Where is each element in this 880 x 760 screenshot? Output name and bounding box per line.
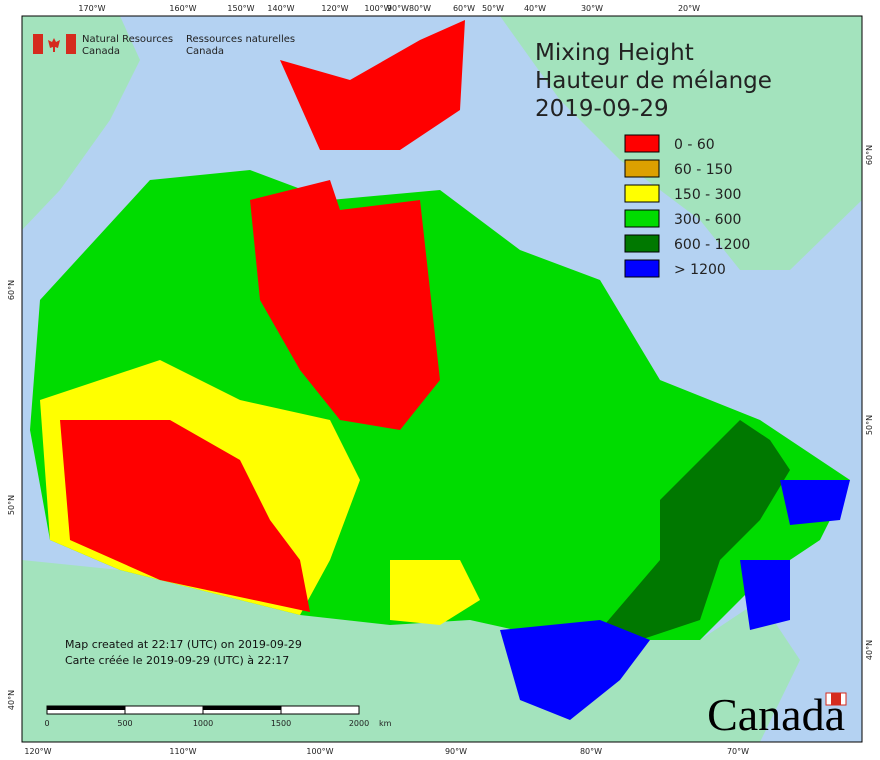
graticule-label: 90°W — [387, 4, 409, 13]
graticule-label: 30°W — [581, 4, 603, 13]
graticule-label: 60°N — [7, 280, 16, 300]
flag-bar — [33, 34, 43, 54]
flag-bar — [66, 34, 76, 54]
graticule-label: 120°W — [321, 4, 348, 13]
legend-swatch — [624, 234, 660, 253]
title: Hauteur de mélange — [535, 68, 772, 94]
scale-label: 1000 — [193, 719, 213, 728]
scale-unit: km — [379, 719, 392, 728]
logo-text: Natural Resources — [82, 34, 173, 45]
graticule-label: 40°N — [7, 690, 16, 710]
wordmark-flag — [831, 693, 841, 705]
graticule-label: 100°W — [306, 747, 333, 756]
zone-0-60-north — [250, 180, 440, 430]
graticule-label: 90°W — [445, 747, 467, 756]
graticule-label: 160°W — [169, 4, 196, 13]
greenland — [500, 16, 862, 270]
wordmark: Canada — [707, 689, 845, 740]
legend-label: 0 - 60 — [674, 137, 715, 153]
scale-segment — [203, 706, 281, 710]
graticule-label: 120°W — [24, 747, 51, 756]
legend-swatch — [624, 209, 660, 228]
graticule-label: 40°W — [524, 4, 546, 13]
maple-leaf — [48, 38, 60, 52]
logo-text: Ressources naturelles — [186, 34, 295, 45]
legend-label: 150 - 300 — [674, 187, 741, 203]
graticule-label: 80°W — [580, 747, 602, 756]
note: Carte créée le 2019-09-29 (UTC) à 22:17 — [65, 654, 289, 667]
scale-segment — [47, 706, 125, 710]
zone-0-60-west — [60, 420, 310, 612]
scale-label: 0 — [44, 719, 49, 728]
graticule-label: 50°N — [865, 415, 874, 435]
legend-swatch — [624, 159, 660, 178]
alaska — [22, 16, 140, 230]
zone-0-60-arctic — [280, 20, 465, 150]
scale-label: 2000 — [349, 719, 369, 728]
graticule-label: 70°W — [727, 747, 749, 756]
legend-swatch — [624, 134, 660, 153]
logo-text: Canada — [82, 46, 120, 57]
graticule-label: 150°W — [227, 4, 254, 13]
scale-label: 1500 — [271, 719, 291, 728]
graticule-label: 40°N — [865, 640, 874, 660]
graticule-label: 80°W — [409, 4, 431, 13]
graticule-label: 50°N — [7, 495, 16, 515]
graticule-label: 60°N — [865, 145, 874, 165]
legend-swatch — [624, 184, 660, 203]
united-states — [22, 560, 800, 742]
note: Map created at 22:17 (UTC) on 2019-09-29 — [65, 638, 302, 651]
legend-label: > 1200 — [674, 262, 726, 278]
frame — [21, 15, 863, 743]
logo-text: Canada — [186, 46, 224, 57]
legend-swatch — [624, 259, 660, 278]
graticule-label: 100°W — [364, 4, 391, 13]
zone-1200-east — [740, 480, 850, 630]
graticule-label: 50°W — [482, 4, 504, 13]
legend-label: 600 - 1200 — [674, 237, 750, 253]
title: Mixing Height — [535, 40, 694, 66]
graticule-label: 20°W — [678, 4, 700, 13]
scale-label: 500 — [117, 719, 132, 728]
legend-label: 60 - 150 — [674, 162, 733, 178]
graticule-label: 110°W — [169, 747, 196, 756]
legend-label: 300 - 600 — [674, 212, 741, 228]
zone-150-300-south — [390, 560, 480, 625]
zone-600-1200 — [600, 420, 790, 640]
title: 2019-09-29 — [535, 96, 669, 122]
zone-1200-south — [500, 620, 650, 720]
graticule-label: 170°W — [78, 4, 105, 13]
graticule-label: 140°W — [267, 4, 294, 13]
graticule-label: 60°W — [453, 4, 475, 13]
